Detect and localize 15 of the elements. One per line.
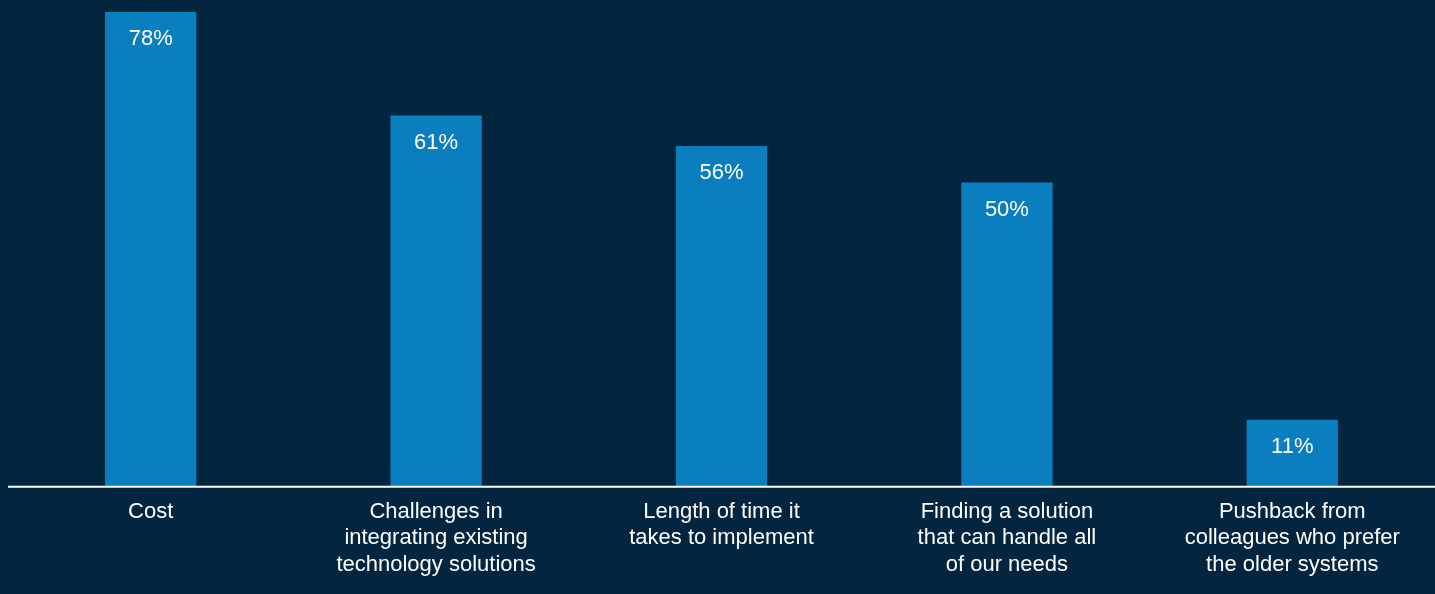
bar <box>961 182 1053 487</box>
x-tick-label: Challenges in integrating existing technology solutions <box>336 498 536 576</box>
data-label: 61% <box>414 128 459 154</box>
x-tick-label: Length of time it takes to implement <box>629 498 814 550</box>
data-label: 11% <box>1271 432 1314 458</box>
x-tick-label: Pushback from colleagues who prefer the older systems <box>1184 498 1400 576</box>
data-label: 50% <box>984 195 1029 221</box>
x-tick-label: Cost <box>128 498 174 524</box>
data-label: 56% <box>699 158 744 184</box>
data-label: 78% <box>128 25 173 51</box>
bar <box>105 12 197 487</box>
bar <box>675 145 768 487</box>
bar <box>390 115 482 487</box>
x-tick-label: Finding a solution that can handle all of our needs <box>917 498 1097 576</box>
bar <box>1246 419 1338 487</box>
